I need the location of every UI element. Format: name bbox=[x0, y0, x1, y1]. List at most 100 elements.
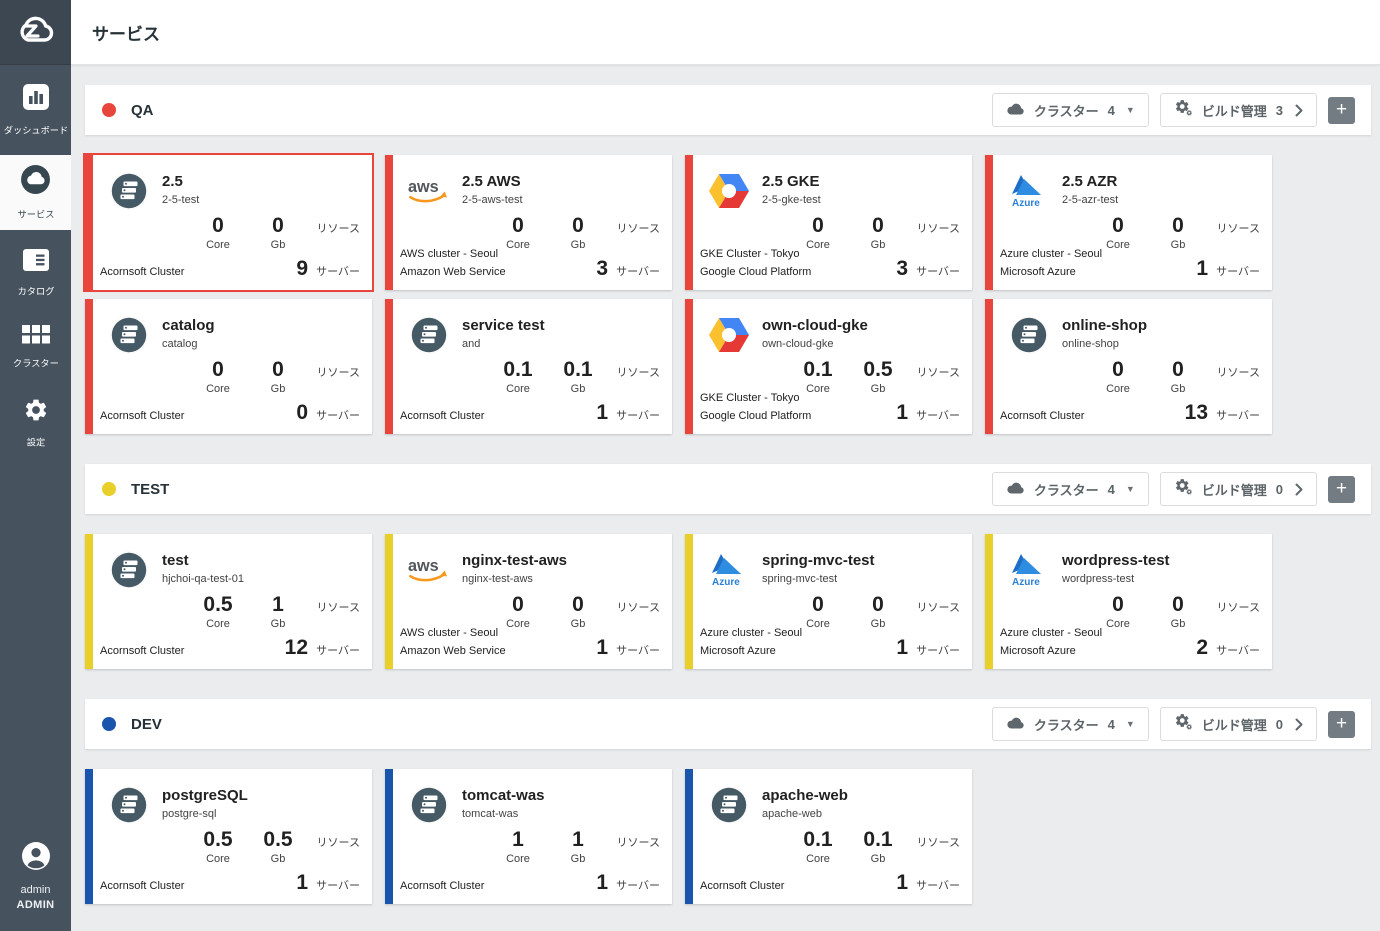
sidebar-item-service[interactable]: サービス bbox=[0, 155, 71, 230]
main-area: サービス QA クラスター 4 ▼ bbox=[71, 0, 1380, 931]
resource-stats: 0 Core 0 Gb リソース bbox=[188, 215, 360, 251]
resource-label: リソース bbox=[1216, 223, 1260, 235]
gb-value: 0 bbox=[1172, 593, 1184, 616]
service-card[interactable]: own-cloud-gke own-cloud-gke 0.1 Core 0.5… bbox=[685, 299, 972, 434]
service-card[interactable]: postgreSQL postgre-sql 0.5 Core 0.5 Gb リ… bbox=[85, 769, 372, 904]
service-title: catalog bbox=[162, 317, 215, 334]
server-label: サーバー bbox=[316, 410, 360, 422]
service-card[interactable]: catalog catalog 0 Core 0 Gb リソース Acornso… bbox=[85, 299, 372, 434]
core-value: 0 bbox=[212, 214, 224, 237]
service-subtitle: nginx-test-aws bbox=[462, 573, 533, 585]
chevron-right-icon bbox=[1295, 718, 1303, 731]
core-value: 0 bbox=[212, 358, 224, 381]
azure-icon: Azure bbox=[707, 549, 751, 591]
sidebar-item-cluster[interactable]: クラスター bbox=[0, 316, 71, 379]
user-menu[interactable]: admin ADMIN bbox=[0, 829, 71, 931]
service-card[interactable]: aws 2.5 AWS 2-5-aws-test 0 Core 0 Gb リソー… bbox=[385, 155, 672, 290]
service-title: 2.5 GKE bbox=[762, 173, 820, 190]
service-card[interactable]: Azure 2.5 AZR 2-5-azr-test 0 Core 0 Gb リ… bbox=[985, 155, 1272, 290]
cluster-info: Acornsoft Cluster bbox=[100, 644, 185, 657]
service-card[interactable]: online-shop online-shop 0 Core 0 Gb リソース… bbox=[985, 299, 1272, 434]
sidebar-item-catalog[interactable]: カタログ bbox=[0, 239, 71, 307]
section-name: TEST bbox=[131, 480, 170, 498]
service-card[interactable]: Azure wordpress-test wordpress-test 0 Co… bbox=[985, 534, 1272, 669]
core-value: 0 bbox=[1112, 358, 1124, 381]
core-value: 0.1 bbox=[803, 358, 833, 381]
gb-value: 0 bbox=[572, 593, 584, 616]
server-count: 1 bbox=[896, 401, 908, 424]
sidebar-item-dashboard[interactable]: ダッシュボード bbox=[0, 74, 71, 146]
gb-value: 0 bbox=[1172, 214, 1184, 237]
resource-stats: 0.1 Core 0.5 Gb リソース bbox=[788, 359, 960, 395]
service-subtitle: tomcat-was bbox=[462, 808, 519, 820]
server-label: サーバー bbox=[916, 410, 960, 422]
acornsoft-icon bbox=[107, 314, 151, 356]
gb-label: Gb bbox=[870, 239, 886, 251]
chevron-down-icon: ▼ bbox=[1125, 105, 1135, 115]
server-count: 1 bbox=[296, 871, 308, 894]
section-header: QA クラスター 4 ▼ bbox=[85, 85, 1371, 135]
section-qa: QA クラスター 4 ▼ bbox=[83, 85, 1371, 434]
resource-label: リソース bbox=[316, 602, 360, 614]
gcp-icon bbox=[707, 170, 751, 212]
service-subtitle: postgre-sql bbox=[162, 808, 217, 820]
svg-text:aws: aws bbox=[408, 178, 439, 196]
gb-label: Gb bbox=[870, 618, 886, 630]
service-title: 2.5 bbox=[162, 173, 183, 190]
service-card[interactable]: 2.5 GKE 2-5-gke-test 0 Core 0 Gb リソース GK… bbox=[685, 155, 972, 290]
cluster-info: GKE Cluster - Tokyo Google Cloud Platform bbox=[700, 247, 812, 278]
cluster-info: GKE Cluster - Tokyo Google Cloud Platform bbox=[700, 391, 812, 422]
service-title: own-cloud-gke bbox=[762, 317, 868, 334]
service-card[interactable]: Azure spring-mvc-test spring-mvc-test 0 … bbox=[685, 534, 972, 669]
plus-icon: + bbox=[1335, 98, 1348, 120]
section-header: TEST クラスター 4 ▼ bbox=[85, 464, 1371, 514]
core-value: 0.5 bbox=[203, 828, 233, 851]
add-service-button[interactable]: + bbox=[1328, 475, 1355, 503]
app-logo[interactable] bbox=[0, 0, 71, 65]
core-label: Core bbox=[506, 618, 530, 630]
service-card[interactable]: apache-web apache-web 0.1 Core 0.1 Gb リソ… bbox=[685, 769, 972, 904]
card-status-stripe bbox=[985, 299, 993, 434]
service-subtitle: 2-5-test bbox=[162, 194, 200, 206]
sidebar-item-settings[interactable]: 設定 bbox=[0, 388, 71, 458]
build-manage-button[interactable]: ビルド管理 3 bbox=[1159, 93, 1317, 127]
add-service-button[interactable]: + bbox=[1328, 96, 1355, 124]
gb-label: Gb bbox=[270, 239, 286, 251]
core-value: 0 bbox=[812, 593, 824, 616]
add-service-button[interactable]: + bbox=[1328, 710, 1355, 738]
server-count: 1 bbox=[896, 636, 908, 659]
cluster-info: Acornsoft Cluster bbox=[700, 879, 785, 892]
server-label: サーバー bbox=[916, 880, 960, 892]
build-manage-button[interactable]: ビルド管理 0 bbox=[1159, 472, 1317, 506]
resource-label: リソース bbox=[1216, 367, 1260, 379]
service-card[interactable]: aws nginx-test-aws nginx-test-aws 0 Core… bbox=[385, 534, 672, 669]
cluster-dropdown-button[interactable]: クラスター 4 ▼ bbox=[991, 707, 1149, 741]
gb-label: Gb bbox=[270, 853, 286, 865]
server-count: 1 bbox=[596, 871, 608, 894]
resource-label: リソース bbox=[916, 837, 960, 849]
section-status-dot bbox=[102, 103, 116, 117]
gb-label: Gb bbox=[270, 383, 286, 395]
azure-icon: Azure bbox=[1007, 549, 1051, 591]
cluster-dropdown-button[interactable]: クラスター 4 ▼ bbox=[991, 93, 1149, 127]
service-card[interactable]: tomcat-was tomcat-was 1 Core 1 Gb リソース A… bbox=[385, 769, 672, 904]
section-status-dot bbox=[102, 717, 116, 731]
cloud-icon bbox=[1006, 716, 1025, 732]
service-subtitle: catalog bbox=[162, 338, 198, 350]
core-value: 0 bbox=[1112, 593, 1124, 616]
service-subtitle: 2-5-gke-test bbox=[762, 194, 821, 206]
service-card[interactable]: 2.5 2-5-test 0 Core 0 Gb リソース Acornsoft … bbox=[83, 153, 374, 292]
top-bar: サービス bbox=[71, 0, 1380, 65]
build-manage-button[interactable]: ビルド管理 0 bbox=[1159, 707, 1317, 741]
cluster-dropdown-button[interactable]: クラスター 4 ▼ bbox=[991, 472, 1149, 506]
resource-label: リソース bbox=[616, 223, 660, 235]
cluster-info: Azure cluster - Seoul Microsoft Azure bbox=[700, 626, 803, 657]
cluster-info: AWS cluster - Seoul Amazon Web Service bbox=[400, 247, 506, 278]
cards-grid: test hjchoi-qa-test-01 0.5 Core 1 Gb リソー… bbox=[85, 534, 1371, 669]
service-subtitle: 2-5-aws-test bbox=[462, 194, 523, 206]
server-label: サーバー bbox=[616, 410, 660, 422]
service-card[interactable]: service test and 0.1 Core 0.1 Gb リソース Ac… bbox=[385, 299, 672, 434]
service-card[interactable]: test hjchoi-qa-test-01 0.5 Core 1 Gb リソー… bbox=[85, 534, 372, 669]
user-avatar-icon bbox=[21, 841, 51, 876]
server-count: 3 bbox=[596, 257, 608, 280]
